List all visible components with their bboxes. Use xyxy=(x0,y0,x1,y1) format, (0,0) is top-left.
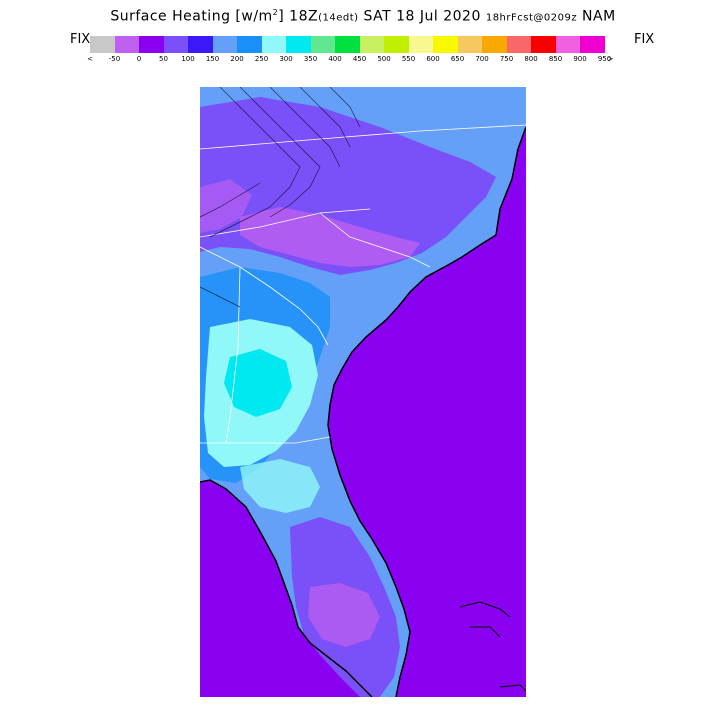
legend-swatch xyxy=(555,36,580,53)
legend-tick-label: 100 xyxy=(181,55,195,63)
legend-swatch xyxy=(90,36,115,53)
legend-tick-label: 800 xyxy=(524,55,538,63)
legend-tick-label: 400 xyxy=(328,55,342,63)
legend-swatch xyxy=(212,36,237,53)
legend-swatch xyxy=(237,36,262,53)
legend-swatch xyxy=(335,36,360,53)
legend-tick-label: 0 xyxy=(136,55,142,63)
legend-swatch xyxy=(433,36,458,53)
legend-swatch xyxy=(114,36,139,53)
legend-tick-label: 950 xyxy=(597,55,612,63)
legend-swatch xyxy=(457,36,482,53)
legend-tick-label: 850 xyxy=(548,55,563,63)
legend-swatch xyxy=(580,36,605,53)
legend-swatch xyxy=(139,36,164,53)
legend-tick-label: 700 xyxy=(475,55,489,63)
legend-tick-label: 350 xyxy=(303,55,318,63)
title-unit-close: ] 18Z xyxy=(278,8,319,25)
surface-heating-map xyxy=(200,87,526,697)
peak-heating-georgia xyxy=(224,349,292,417)
high-heating-north-fl xyxy=(240,459,320,513)
legend-swatch xyxy=(408,36,433,53)
legend-tick-label: 600 xyxy=(426,55,440,63)
legend-swatch xyxy=(261,36,286,53)
legend-swatch xyxy=(163,36,188,53)
very-low-heating-carolinas xyxy=(240,207,420,267)
legend-swatch xyxy=(482,36,507,53)
legend-tick-label: 450 xyxy=(352,55,367,63)
very-low-heating-florida xyxy=(308,583,380,647)
title-forecast: 18hrFcst@0209z xyxy=(485,12,578,24)
legend-tick-label: 550 xyxy=(401,55,416,63)
legend-tick-label: < xyxy=(87,55,93,63)
legend-swatch xyxy=(506,36,531,53)
legend-tick-label: 650 xyxy=(450,55,465,63)
title-model: NAM xyxy=(577,8,616,25)
legend-tick-label: 900 xyxy=(573,55,587,63)
legend-tick-label: 50 xyxy=(159,55,168,63)
legend-tick-label: 250 xyxy=(254,55,269,63)
title-date: SAT 18 Jul 2020 xyxy=(358,8,486,25)
title-unit-exponent: 2 xyxy=(272,8,279,17)
legend-swatch xyxy=(310,36,335,53)
legend-tick-label: 750 xyxy=(499,55,514,63)
map-title: Surface Heating [w/m2] 18Z(14edt) SAT 18… xyxy=(0,8,726,25)
legend-swatch xyxy=(359,36,384,53)
terrain-contours xyxy=(200,87,361,308)
legend-swatch xyxy=(286,36,311,53)
legend-tick-labels: < -50 0 50 100 150 200 250 300 350 400 450 500 550 600… xyxy=(87,55,636,67)
legend-swatch xyxy=(384,36,409,53)
legend-tick-label: 150 xyxy=(205,55,220,63)
state-borders xyxy=(200,124,526,444)
fix-label-left: FIX xyxy=(70,32,91,47)
legend-swatch xyxy=(188,36,213,53)
legend-tick-label: > xyxy=(607,55,614,63)
title-main: Surface Heating [w/m xyxy=(110,8,273,25)
very-low-heating-nw xyxy=(200,179,252,233)
fix-label-right: FIX xyxy=(634,32,655,47)
legend-swatch xyxy=(531,36,556,53)
coastline xyxy=(200,126,526,697)
legend-tick-label: -50 xyxy=(108,55,121,63)
color-legend xyxy=(90,36,605,53)
legend-tick-label: 200 xyxy=(230,55,244,63)
island-outlines xyxy=(459,601,526,692)
legend-tick-label: 500 xyxy=(377,55,391,63)
title-local-time: (14edt) xyxy=(318,12,359,24)
legend-tick-label: 300 xyxy=(279,55,293,63)
